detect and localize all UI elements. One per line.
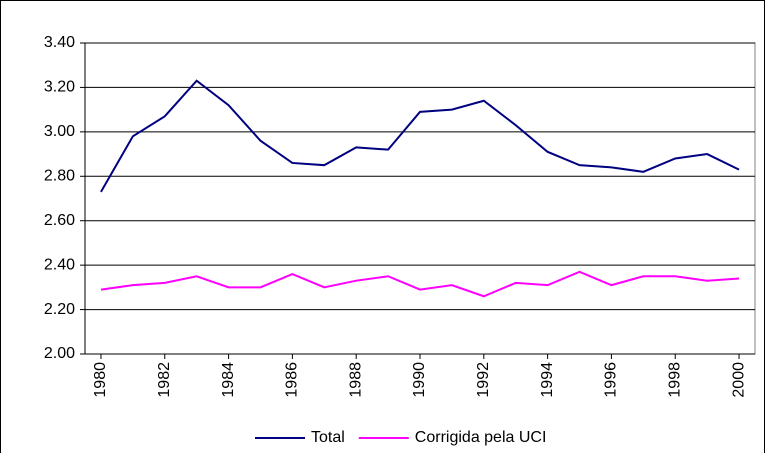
y-tick-label: 2.20 bbox=[44, 301, 75, 318]
y-tick-label: 3.20 bbox=[44, 79, 75, 96]
x-tick-label: 1996 bbox=[603, 362, 620, 398]
x-tick-label: 1984 bbox=[220, 362, 237, 398]
y-tick-label: 2.60 bbox=[44, 212, 75, 229]
x-tick-label: 1988 bbox=[347, 362, 364, 398]
series-line bbox=[100, 270, 740, 298]
y-tick-label: 2.80 bbox=[44, 168, 75, 185]
y-tick-label: 2.00 bbox=[44, 345, 75, 362]
y-tick-label: 3.40 bbox=[44, 34, 75, 51]
y-tick-label: 3.00 bbox=[44, 123, 75, 140]
legend-label: Corrigida pela UCI bbox=[415, 429, 547, 446]
x-tick-label: 2000 bbox=[730, 362, 747, 398]
x-tick-label: 1986 bbox=[284, 362, 301, 398]
legend-label: Total bbox=[311, 429, 345, 446]
x-tick-label: 1990 bbox=[411, 362, 428, 398]
series-line bbox=[100, 79, 740, 193]
x-tick-label: 1980 bbox=[92, 362, 109, 398]
plot-area bbox=[84, 42, 756, 355]
x-tick-label: 1998 bbox=[666, 362, 683, 398]
x-tick-label: 1992 bbox=[475, 362, 492, 398]
y-tick-label: 2.40 bbox=[44, 256, 75, 273]
x-tick-label: 1994 bbox=[539, 362, 556, 398]
x-tick-label: 1982 bbox=[156, 362, 173, 398]
